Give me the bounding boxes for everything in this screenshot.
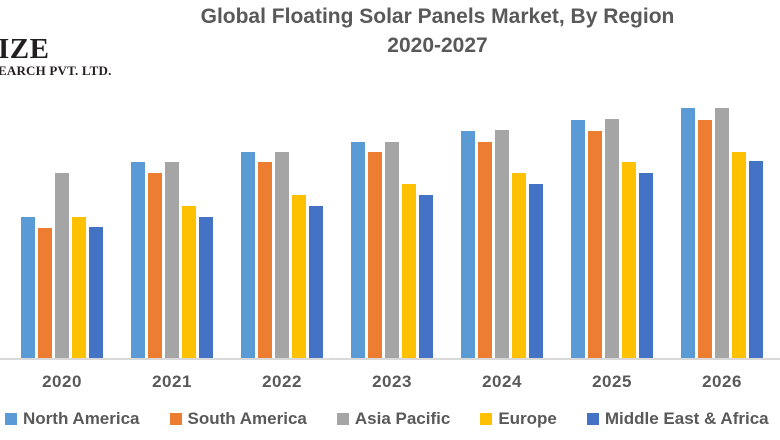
- bar-north-america-2023: [351, 142, 365, 358]
- bar-middle-east-and-africa-2020: [89, 227, 103, 358]
- bar-europe-2023: [402, 184, 416, 358]
- bar-europe-2022: [292, 195, 306, 358]
- legend: North America South America Asia Pacific Eu…: [5, 409, 780, 429]
- bar-group-2022: [241, 152, 323, 358]
- x-axis-label-2024: 2024: [482, 372, 522, 391]
- bar-asia-pacific-2020: [55, 173, 69, 358]
- bar-middle-east-and-africa-2024: [529, 184, 543, 358]
- bar-middle-east-and-africa-2025: [639, 173, 653, 358]
- bar-south-america-2021: [148, 173, 162, 358]
- bar-north-america-2026: [681, 108, 695, 358]
- bar-middle-east-and-africa-2022: [309, 206, 323, 358]
- plot-area: [21, 100, 763, 358]
- bar-europe-2020: [72, 217, 86, 358]
- logo-text-main: IZE: [0, 33, 50, 65]
- x-axis-label-2020: 2020: [42, 372, 82, 391]
- bar-south-america-2020: [38, 228, 52, 358]
- bar-asia-pacific-2023: [385, 142, 399, 358]
- bar-group-2020: [21, 173, 103, 358]
- company-logo: IZE EARCH PVT. LTD.: [0, 33, 112, 79]
- bar-north-america-2024: [461, 131, 475, 358]
- legend-item-asia-pacific: Asia Pacific: [336, 409, 451, 429]
- x-axis-label-2021: 2021: [152, 372, 192, 391]
- bar-asia-pacific-2022: [275, 152, 289, 358]
- legend-label-south-america: South America: [187, 409, 307, 428]
- bar-north-america-2020: [21, 217, 35, 358]
- bar-asia-pacific-2024: [495, 130, 509, 358]
- bar-south-america-2025: [588, 131, 602, 358]
- legend-swatch-icon-europe: [480, 413, 493, 425]
- bar-europe-2024: [512, 173, 526, 358]
- x-axis-line: [0, 358, 780, 360]
- bar-south-america-2026: [698, 120, 712, 358]
- legend-swatch-icon-north-america: [5, 413, 17, 425]
- legend-item-middle-east-and-africa: Middle East & Africa: [586, 409, 769, 429]
- bar-asia-pacific-2026: [715, 108, 729, 358]
- legend-label-middle-east-and-africa: Middle East & Africa: [604, 409, 769, 428]
- bar-group-2023: [351, 142, 433, 358]
- x-axis-labels: 2020 2021 2022 2023 2024 2025 2026: [21, 372, 763, 392]
- bar-europe-2021: [182, 206, 196, 358]
- bar-group-2024: [461, 130, 543, 358]
- legend-item-north-america: North America: [5, 409, 140, 429]
- legend-swatch-icon-south-america: [169, 413, 182, 425]
- legend-swatch-icon-asia-pacific: [336, 413, 349, 425]
- bar-asia-pacific-2021: [165, 162, 179, 358]
- bar-north-america-2025: [571, 120, 585, 358]
- x-axis-label-2025: 2025: [592, 372, 632, 391]
- logo-text-sub: EARCH PVT. LTD.: [0, 63, 112, 78]
- legend-item-europe: Europe: [480, 409, 557, 429]
- bar-south-america-2022: [258, 162, 272, 358]
- chart-title: Global Floating Solar Panels Market, By …: [95, 2, 780, 60]
- chart-title-line1: Global Floating Solar Panels Market, By …: [200, 5, 675, 28]
- bar-asia-pacific-2025: [605, 119, 619, 358]
- bar-south-america-2023: [368, 152, 382, 358]
- chart-title-line2: 2020-2027: [387, 34, 488, 57]
- x-axis-label-2026: 2026: [702, 372, 742, 391]
- bar-south-america-2024: [478, 142, 492, 358]
- bar-north-america-2022: [241, 152, 255, 358]
- x-axis-label-2022: 2022: [262, 372, 302, 391]
- bar-group-2021: [131, 162, 213, 358]
- bar-middle-east-and-africa-2026: [749, 161, 763, 358]
- legend-label-europe: Europe: [498, 409, 557, 428]
- legend-item-south-america: South America: [169, 409, 307, 429]
- bar-group-2025: [571, 119, 653, 358]
- bar-north-america-2021: [131, 162, 145, 358]
- legend-label-asia-pacific: Asia Pacific: [354, 409, 451, 428]
- x-axis-label-2023: 2023: [372, 372, 412, 391]
- bar-europe-2026: [732, 152, 746, 358]
- legend-swatch-icon-middle-east-and-africa: [586, 413, 599, 425]
- bar-europe-2025: [622, 162, 636, 358]
- bar-group-2026: [681, 108, 763, 358]
- bar-middle-east-and-africa-2023: [419, 195, 433, 358]
- bar-middle-east-and-africa-2021: [199, 217, 213, 358]
- legend-label-north-america: North America: [23, 409, 140, 428]
